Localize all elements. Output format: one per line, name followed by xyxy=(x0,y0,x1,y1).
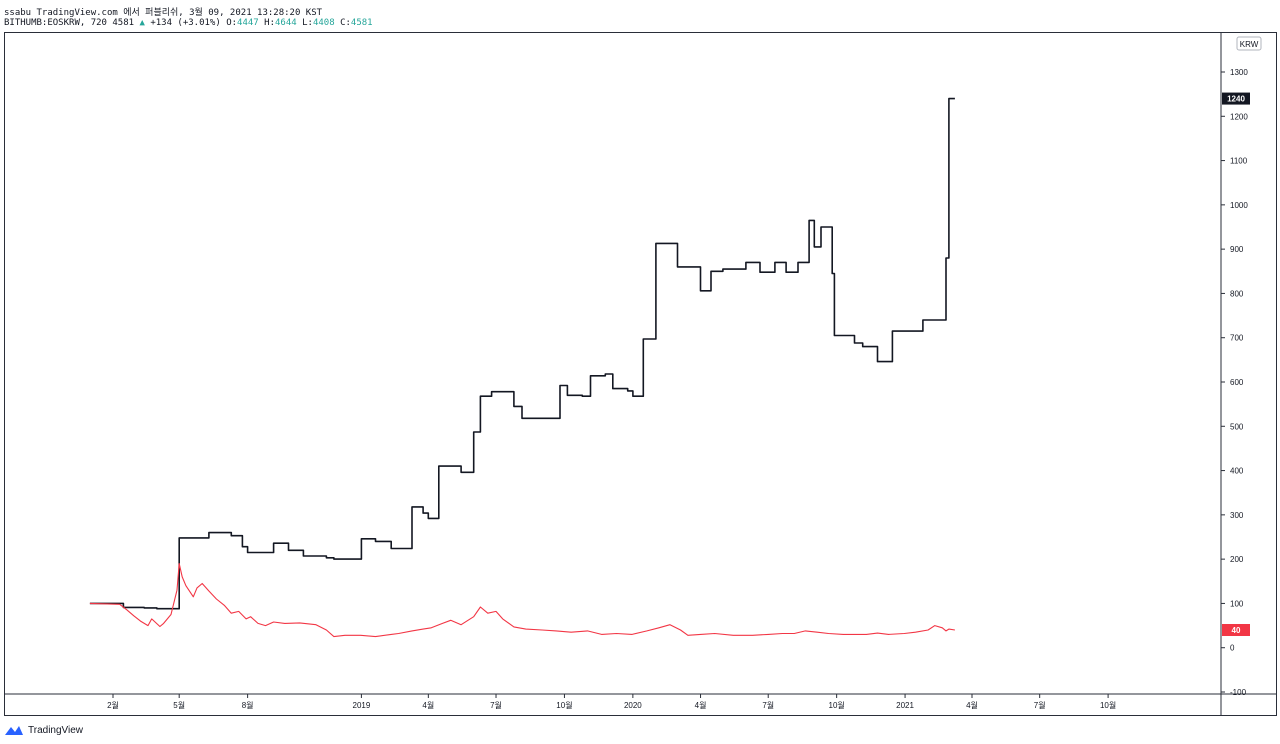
x-tick-label: 7월 xyxy=(490,700,502,710)
footer-brand: TradingView xyxy=(28,724,84,736)
x-tick-label: 4월 xyxy=(422,700,434,710)
tradingview-logo-icon xyxy=(5,726,23,735)
x-tick-label: 10월 xyxy=(556,700,572,710)
y-tick-label: -100 xyxy=(1230,688,1247,697)
footer: TradingView xyxy=(4,724,83,736)
y-tick-label: 200 xyxy=(1230,555,1244,564)
x-tick-label: 2월 xyxy=(107,700,119,710)
y-tick-label: 400 xyxy=(1230,467,1244,476)
y-tick-label: 600 xyxy=(1230,378,1244,387)
currency-label: KRW xyxy=(1240,40,1259,49)
up-arrow-icon: ▲ xyxy=(139,18,145,28)
y-tick-label: 0 xyxy=(1230,644,1235,653)
currency-label-box xyxy=(1236,36,1262,51)
x-tick-label: 2020 xyxy=(624,701,642,710)
last-value-badge xyxy=(1222,624,1250,636)
last-value-badge xyxy=(1222,92,1250,105)
last-value-label: 40 xyxy=(1232,626,1241,635)
x-tick-label: 10월 xyxy=(829,700,845,710)
x-tick-label: 4월 xyxy=(966,700,978,710)
y-tick-label: 300 xyxy=(1230,511,1244,520)
x-tick-label: 10월 xyxy=(1100,700,1116,710)
price-change: +134 (+3.01%) xyxy=(150,18,221,28)
last-value-label: 1240 xyxy=(1227,95,1245,104)
high-label: H: xyxy=(264,18,275,28)
publish-info: ssabu TradingView.com 에서 퍼블리쉬, 3월 09, 20… xyxy=(4,8,323,18)
x-tick-label: 2019 xyxy=(353,701,371,710)
symbol-label[interactable]: BITHUMB:EOSKRW, 720 xyxy=(4,18,107,28)
x-tick-label: 7월 xyxy=(762,700,774,710)
open-label: O: xyxy=(226,18,238,28)
y-tick-label: 700 xyxy=(1230,334,1244,343)
x-tick-label: 5월 xyxy=(173,700,185,710)
x-tick-label: 4월 xyxy=(695,700,707,710)
y-tick-label: 1100 xyxy=(1230,157,1248,166)
open-value: 4447 xyxy=(237,18,259,28)
ohlc-legend: BITHUMB:EOSKRW, 720 4581 ▲ +134 (+3.01%)… xyxy=(4,18,373,28)
series-line-2 xyxy=(89,563,955,638)
low-value: 4408 xyxy=(312,18,335,28)
y-tick-label: 500 xyxy=(1230,422,1244,431)
x-tick-label: 2021 xyxy=(896,701,914,710)
close-value: 4581 xyxy=(350,18,373,28)
x-tick-label: 7월 xyxy=(1034,700,1046,710)
x-tick-label: 8월 xyxy=(242,700,254,710)
low-label: L: xyxy=(302,18,313,28)
chart-frame[interactable] xyxy=(4,32,1277,716)
y-tick-label: 800 xyxy=(1230,289,1244,298)
last-price: 4581 xyxy=(112,18,135,28)
high-value: 4644 xyxy=(275,18,297,28)
series-line-1 xyxy=(89,97,955,610)
y-tick-label: 100 xyxy=(1230,599,1244,608)
y-tick-label: 1200 xyxy=(1230,112,1248,121)
y-tick-label: 1300 xyxy=(1230,68,1248,77)
close-label: C: xyxy=(340,18,351,28)
y-tick-label: 900 xyxy=(1230,245,1244,254)
y-tick-label: 1000 xyxy=(1230,201,1248,210)
